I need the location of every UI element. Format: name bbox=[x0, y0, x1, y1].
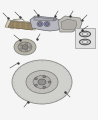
Polygon shape bbox=[21, 23, 25, 25]
Ellipse shape bbox=[45, 23, 49, 25]
Polygon shape bbox=[34, 17, 54, 21]
Polygon shape bbox=[21, 22, 25, 23]
Polygon shape bbox=[26, 28, 31, 29]
Ellipse shape bbox=[14, 39, 36, 55]
Ellipse shape bbox=[22, 45, 28, 49]
Polygon shape bbox=[15, 23, 20, 25]
Ellipse shape bbox=[26, 71, 58, 93]
Polygon shape bbox=[15, 28, 20, 29]
Ellipse shape bbox=[43, 86, 46, 88]
Ellipse shape bbox=[37, 21, 43, 27]
Polygon shape bbox=[8, 21, 35, 30]
Ellipse shape bbox=[33, 75, 51, 89]
Circle shape bbox=[25, 49, 28, 51]
Polygon shape bbox=[61, 19, 77, 30]
Polygon shape bbox=[30, 16, 62, 31]
Polygon shape bbox=[10, 26, 15, 28]
Circle shape bbox=[54, 18, 57, 21]
Polygon shape bbox=[15, 26, 20, 28]
Polygon shape bbox=[21, 28, 25, 29]
Polygon shape bbox=[10, 22, 15, 23]
Ellipse shape bbox=[38, 79, 46, 85]
Ellipse shape bbox=[44, 21, 50, 27]
Polygon shape bbox=[5, 20, 38, 30]
Polygon shape bbox=[26, 25, 31, 26]
Polygon shape bbox=[26, 23, 31, 25]
Ellipse shape bbox=[48, 81, 51, 83]
Ellipse shape bbox=[34, 78, 37, 80]
Ellipse shape bbox=[18, 42, 32, 52]
Ellipse shape bbox=[34, 84, 37, 86]
Polygon shape bbox=[21, 26, 25, 28]
Circle shape bbox=[20, 44, 22, 46]
Bar bbox=[75, 28, 95, 48]
Polygon shape bbox=[15, 22, 20, 23]
Polygon shape bbox=[58, 16, 82, 32]
Ellipse shape bbox=[43, 76, 46, 78]
Circle shape bbox=[29, 46, 31, 48]
Polygon shape bbox=[26, 26, 31, 28]
Polygon shape bbox=[10, 28, 15, 29]
Ellipse shape bbox=[38, 23, 42, 25]
Circle shape bbox=[25, 42, 28, 45]
Polygon shape bbox=[10, 23, 15, 25]
Circle shape bbox=[20, 48, 22, 50]
Polygon shape bbox=[10, 25, 15, 26]
Polygon shape bbox=[15, 25, 20, 26]
Ellipse shape bbox=[12, 60, 72, 104]
Polygon shape bbox=[21, 25, 25, 26]
Polygon shape bbox=[26, 22, 31, 23]
